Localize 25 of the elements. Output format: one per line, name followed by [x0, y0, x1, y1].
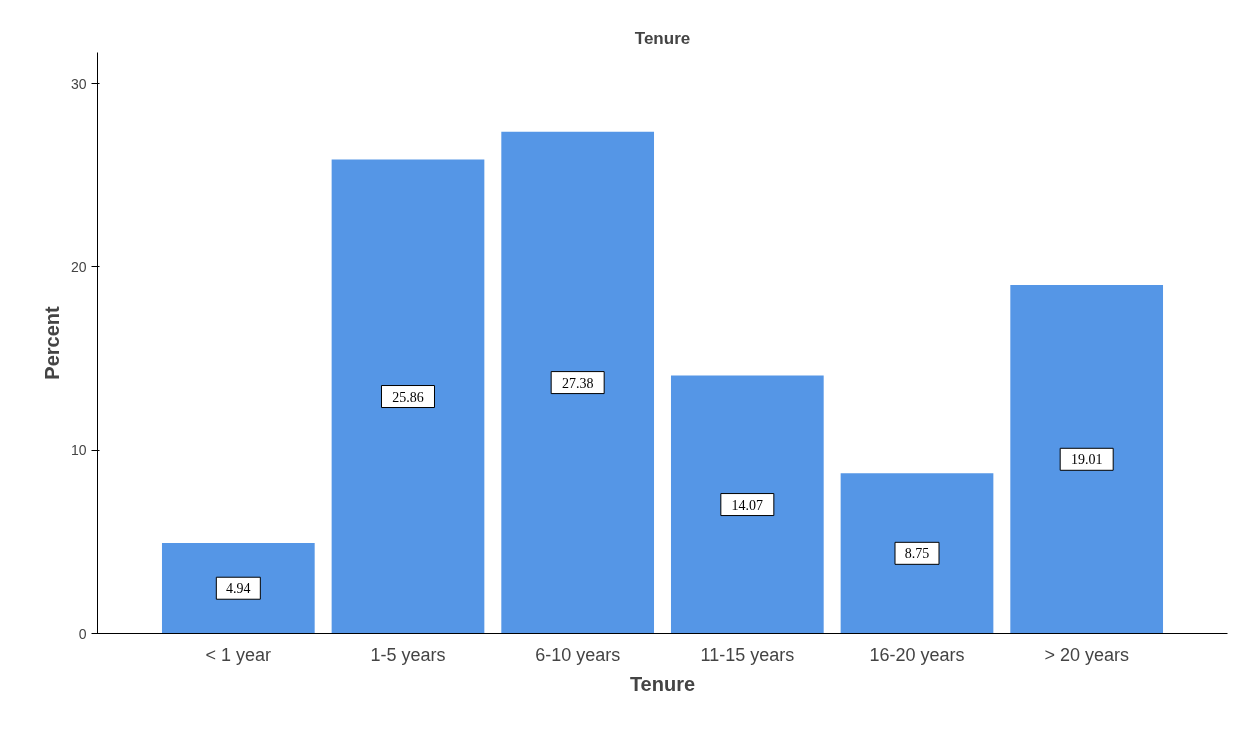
bar — [840, 473, 994, 634]
y-axis-title: Percent — [40, 305, 63, 380]
x-tick-label: > 20 years — [1044, 644, 1129, 665]
data-label: 8.75 — [904, 546, 930, 562]
data-label: 14.07 — [731, 497, 764, 513]
data-label: 25.86 — [392, 389, 424, 405]
x-tick-label: 6-10 years — [535, 644, 621, 665]
y-tick-label: 10 — [70, 442, 87, 459]
bar — [670, 375, 824, 634]
bar — [331, 159, 485, 634]
data-label: 4.94 — [226, 581, 251, 597]
x-axis-title: Tenure — [629, 672, 696, 695]
x-tick-label: 11-15 years — [700, 644, 795, 665]
bar — [501, 131, 655, 634]
data-label: 19.01 — [1070, 452, 1103, 468]
bar — [161, 542, 315, 634]
bar — [1010, 285, 1164, 634]
x-tick-label: 16-20 years — [869, 644, 965, 665]
data-label: 27.38 — [561, 375, 594, 391]
y-tick-label: 0 — [78, 625, 87, 642]
x-tick-label: < 1 year — [205, 644, 272, 665]
y-tick-label: 20 — [70, 258, 87, 275]
chart-title: Tenure — [634, 28, 691, 48]
x-tick-label: 1-5 years — [370, 644, 446, 665]
y-tick-label: 30 — [70, 75, 87, 92]
